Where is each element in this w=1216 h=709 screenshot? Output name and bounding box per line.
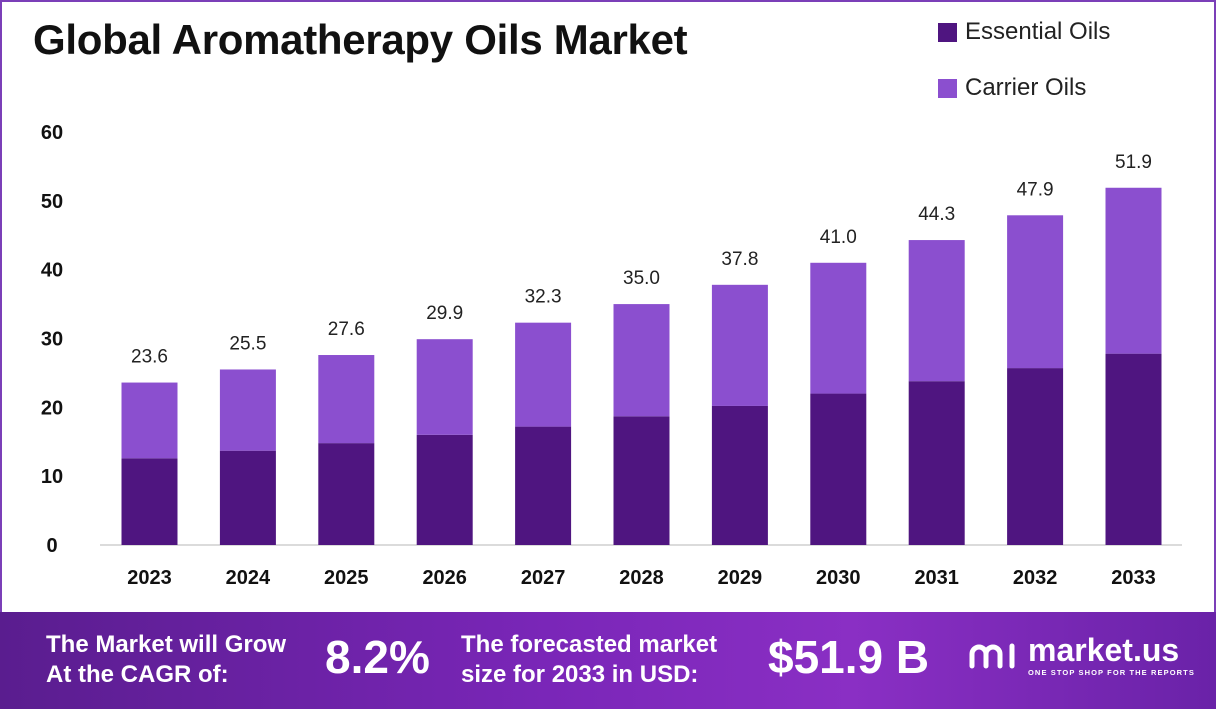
forecast-value: $51.9 B xyxy=(768,631,930,683)
x-tick-label-2025: 2025 xyxy=(324,567,369,589)
x-tick-label-2033: 2033 xyxy=(1111,567,1156,589)
x-tick-label-2029: 2029 xyxy=(718,567,763,589)
bar-carrier-oils-2030 xyxy=(810,262,867,394)
logo-tagline: ONE STOP SHOP FOR THE REPORTS xyxy=(1028,668,1195,677)
bar-essential-oils-2032 xyxy=(1007,368,1064,545)
bar-essential-oils-2029 xyxy=(711,405,768,545)
logo-text-block: market.us ONE STOP SHOP FOR THE REPORTS xyxy=(1028,634,1195,677)
bar-essential-oils-2027 xyxy=(515,426,572,545)
cagr-label: The Market will Grow At the CAGR of: xyxy=(46,630,286,690)
bar-essential-oils-2025 xyxy=(318,443,375,545)
legend-swatch-carrier-oils xyxy=(938,78,957,98)
x-tick-label-2031: 2031 xyxy=(914,567,959,589)
bar-carrier-oils-2029 xyxy=(711,284,768,406)
data-label-total-2030: 41.0 xyxy=(820,227,857,248)
bar-carrier-oils-2023 xyxy=(121,382,178,459)
data-label-total-2025: 27.6 xyxy=(328,319,365,340)
bar-carrier-oils-2026 xyxy=(416,339,473,435)
x-tick-label-2026: 2026 xyxy=(422,567,467,589)
forecast-label-line2: size for 2033 in USD: xyxy=(461,661,699,688)
forecast-label: The forecasted market size for 2033 in U… xyxy=(461,630,717,690)
bar-carrier-oils-2033 xyxy=(1105,187,1162,354)
logo-name: market.us xyxy=(1028,632,1180,668)
bar-essential-oils-2023 xyxy=(121,458,178,545)
y-tick-label: 40 xyxy=(41,260,63,282)
bar-essential-oils-2026 xyxy=(416,434,473,545)
data-label-total-2033: 51.9 xyxy=(1115,152,1152,173)
data-label-total-2026: 29.9 xyxy=(426,303,463,324)
legend-swatch-essential-oils xyxy=(938,22,957,42)
market-us-logo: market.us ONE STOP SHOP FOR THE REPORTS xyxy=(968,634,1195,677)
y-tick-label: 30 xyxy=(41,329,63,351)
data-label-total-2023: 23.6 xyxy=(131,347,168,368)
cagr-label-line2: At the CAGR of: xyxy=(46,661,229,688)
y-tick-label: 50 xyxy=(41,191,63,213)
legend-item-essential-oils: Essential Oils xyxy=(938,18,1110,46)
legend-label-carrier-oils: Carrier Oils xyxy=(965,74,1087,101)
data-label-total-2028: 35.0 xyxy=(623,268,660,289)
bar-essential-oils-2031 xyxy=(908,381,965,545)
bar-essential-oils-2024 xyxy=(219,450,276,545)
cagr-label-line1: The Market will Grow xyxy=(46,631,287,658)
chart-title: Global Aromatherapy Oils Market xyxy=(33,16,688,63)
data-label-total-2029: 37.8 xyxy=(721,249,758,270)
bar-carrier-oils-2031 xyxy=(908,240,965,382)
x-tick-label-2030: 2030 xyxy=(816,567,861,589)
y-tick-label: 60 xyxy=(41,122,63,144)
bar-carrier-oils-2028 xyxy=(613,304,670,417)
y-tick-label: 10 xyxy=(41,466,63,488)
y-tick-label: 0 xyxy=(46,535,57,557)
stacked-bar-chart: 010203040506023.6202325.5202427.6202529.… xyxy=(41,122,1182,589)
x-tick-label-2023: 2023 xyxy=(127,567,172,589)
data-label-total-2032: 47.9 xyxy=(1017,179,1054,200)
legend-label-essential-oils: Essential Oils xyxy=(965,18,1111,45)
bar-carrier-oils-2032 xyxy=(1007,215,1064,369)
bar-carrier-oils-2024 xyxy=(219,369,276,451)
bar-essential-oils-2030 xyxy=(810,393,867,545)
data-label-total-2024: 25.5 xyxy=(229,333,266,354)
bar-carrier-oils-2027 xyxy=(515,322,572,427)
cagr-value: 8.2% xyxy=(325,631,430,683)
data-label-total-2027: 32.3 xyxy=(525,287,562,308)
legend-item-carrier-oils: Carrier Oils xyxy=(938,74,1110,102)
bar-carrier-oils-2025 xyxy=(318,355,375,444)
bar-essential-oils-2033 xyxy=(1105,353,1162,545)
y-tick-label: 20 xyxy=(41,397,63,419)
summary-banner: The Market will Grow At the CAGR of: 8.2… xyxy=(0,612,1216,709)
x-tick-label-2028: 2028 xyxy=(619,567,664,589)
chart-legend: Essential Oils Carrier Oils xyxy=(938,18,1110,130)
market-us-logo-icon xyxy=(969,643,1015,668)
data-label-total-2031: 44.3 xyxy=(918,204,955,225)
forecast-label-line1: The forecasted market xyxy=(461,631,718,658)
bar-essential-oils-2028 xyxy=(613,416,670,545)
x-tick-label-2027: 2027 xyxy=(521,567,566,589)
x-tick-label-2032: 2032 xyxy=(1013,567,1058,589)
x-tick-label-2024: 2024 xyxy=(226,567,271,589)
